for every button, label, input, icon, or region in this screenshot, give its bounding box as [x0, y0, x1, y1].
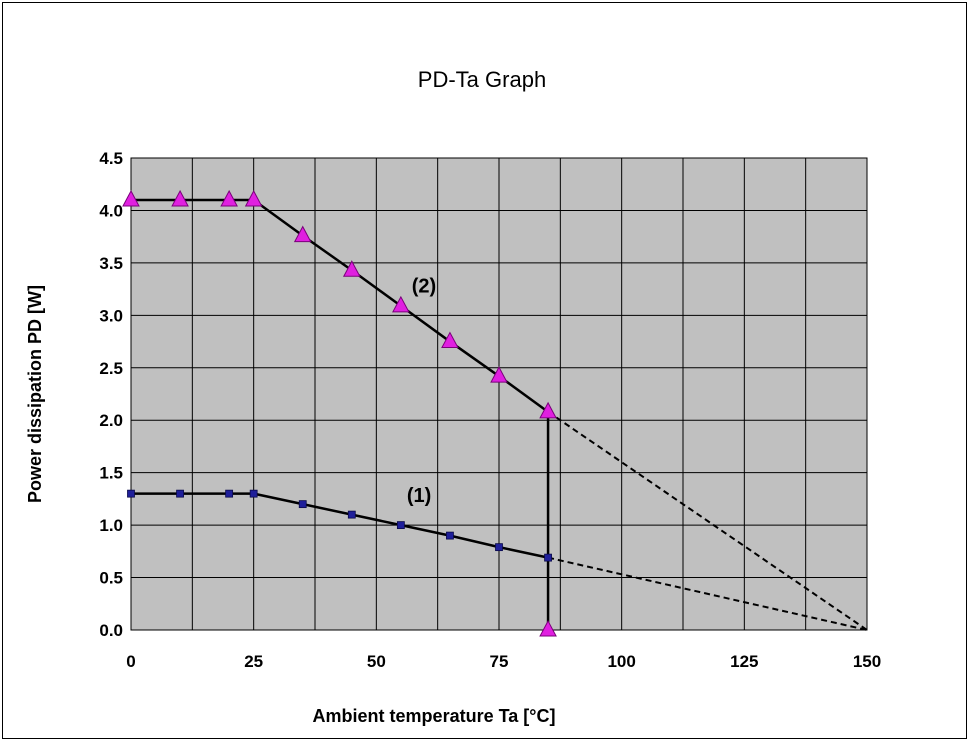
data-point-triangle — [392, 295, 410, 313]
data-point-triangle — [441, 331, 459, 349]
x-tick-label: 150 — [853, 652, 881, 671]
data-point-square — [127, 489, 135, 498]
x-tick-label: 50 — [367, 652, 386, 671]
series-lines — [131, 198, 868, 631]
series-annotation: (1) — [407, 485, 431, 507]
y-tick-label: 2.5 — [99, 359, 123, 378]
data-point-triangle — [122, 189, 140, 207]
series-extension-2 — [547, 411, 868, 631]
data-point-triangle — [293, 225, 312, 243]
data-point-square — [446, 531, 454, 540]
data-point-triangle — [220, 189, 238, 207]
x-axis-label: Ambient temperature Ta [°C] — [313, 706, 556, 726]
plot-border — [130, 157, 868, 631]
data-point-square — [225, 489, 234, 498]
x-tick-labels: 0 25 50 75 100 125 150 — [126, 652, 881, 671]
data-point-square — [495, 543, 503, 552]
series-annotation: (2) — [412, 275, 436, 297]
data-point-triangle — [539, 619, 557, 637]
y-tick-label: 1.0 — [99, 516, 123, 535]
y-tick-label: 0.5 — [99, 569, 123, 588]
data-point-triangle — [342, 260, 361, 277]
x-tick-label: 125 — [730, 652, 758, 671]
data-point-triangle — [171, 189, 189, 207]
annotations: (1) (2) — [407, 275, 436, 507]
y-tick-label: 3.0 — [99, 306, 123, 325]
data-point-square — [176, 489, 184, 498]
x-tick-label: 25 — [244, 652, 263, 671]
y-tick-label: 4.0 — [99, 201, 123, 220]
data-point-square — [298, 500, 307, 509]
data-point-square — [249, 489, 258, 498]
series-markers — [122, 189, 557, 637]
grid-lines — [130, 157, 868, 631]
y-tick-label: 3.5 — [99, 254, 123, 273]
y-tick-label: 1.5 — [99, 464, 123, 483]
data-point-triangle — [539, 401, 557, 419]
chart-title: PD-Ta Graph — [418, 67, 546, 92]
x-tick-label: 75 — [490, 652, 509, 671]
data-point-triangle — [244, 189, 263, 207]
series-extension-1 — [547, 556, 868, 631]
x-tick-label: 100 — [607, 652, 635, 671]
data-point-square — [544, 553, 552, 562]
y-tick-label: 0.0 — [99, 621, 123, 640]
y-tick-label: 2.0 — [99, 411, 123, 430]
data-point-square — [396, 521, 405, 530]
series-line-1 — [131, 492, 549, 559]
data-point-square — [347, 510, 356, 519]
y-tick-label: 4.5 — [99, 149, 123, 168]
x-tick-label: 0 — [126, 652, 135, 671]
y-axis-label: Power dissipation PD [W] — [25, 285, 45, 503]
data-point-triangle — [490, 366, 508, 383]
y-tick-labels: 0.0 0.5 1.0 1.5 2.0 2.5 3.0 3.5 4.0 4.5 — [99, 149, 123, 640]
